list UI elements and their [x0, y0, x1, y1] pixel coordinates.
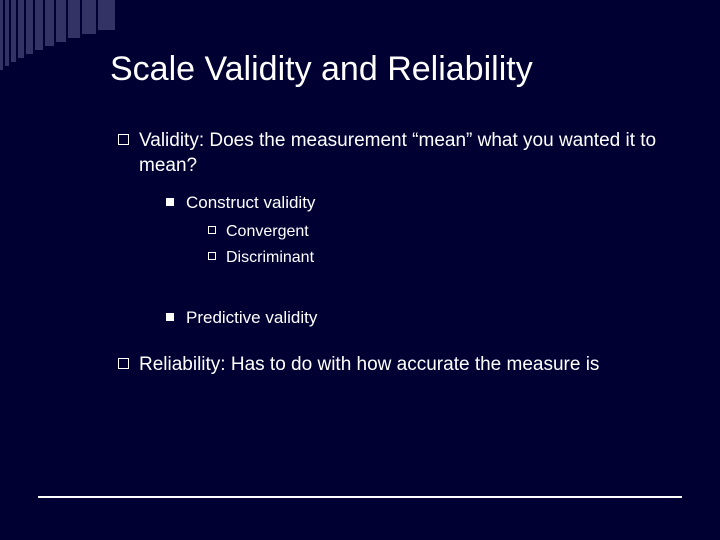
bullet-text: Validity: Does the measurement “mean” wh… — [139, 129, 680, 178]
bullet-text: Convergent — [226, 221, 309, 243]
decoration-bar — [98, 0, 115, 30]
decoration-bar — [68, 0, 80, 38]
bullet-text: Predictive validity — [186, 307, 317, 330]
decoration-bar — [18, 0, 24, 58]
bullet-text: Construct validity — [186, 192, 315, 215]
filled-square-icon — [166, 313, 174, 321]
slide-title: Scale Validity and Reliability — [110, 50, 680, 89]
bullet-text: Discriminant — [226, 247, 314, 269]
decoration-bar — [56, 0, 66, 42]
decoration-bar — [11, 0, 16, 62]
bullet-level1: Validity: Does the measurement “mean” wh… — [118, 129, 680, 178]
bullet-level3: Convergent — [208, 221, 680, 243]
hollow-square-icon — [118, 358, 129, 369]
filled-square-icon — [166, 198, 174, 206]
bullet-level3: Discriminant — [208, 247, 680, 269]
bullet-level2: Predictive validity — [166, 307, 680, 330]
corner-decoration — [0, 0, 117, 70]
slide-content: Scale Validity and Reliability Validity:… — [110, 50, 680, 384]
footer-divider — [38, 496, 682, 498]
hollow-square-icon — [118, 134, 129, 145]
decoration-bar — [45, 0, 54, 46]
decoration-bar — [82, 0, 96, 34]
decoration-bar — [5, 0, 9, 66]
bullet-text: Reliability: Has to do with how accurate… — [139, 353, 599, 378]
decoration-bar — [35, 0, 43, 50]
decoration-bar — [0, 0, 3, 70]
hollow-square-icon — [208, 252, 216, 260]
bullet-level2: Construct validity — [166, 192, 680, 215]
decoration-bar — [26, 0, 33, 54]
hollow-square-icon — [208, 226, 216, 234]
bullet-level1: Reliability: Has to do with how accurate… — [118, 353, 680, 378]
